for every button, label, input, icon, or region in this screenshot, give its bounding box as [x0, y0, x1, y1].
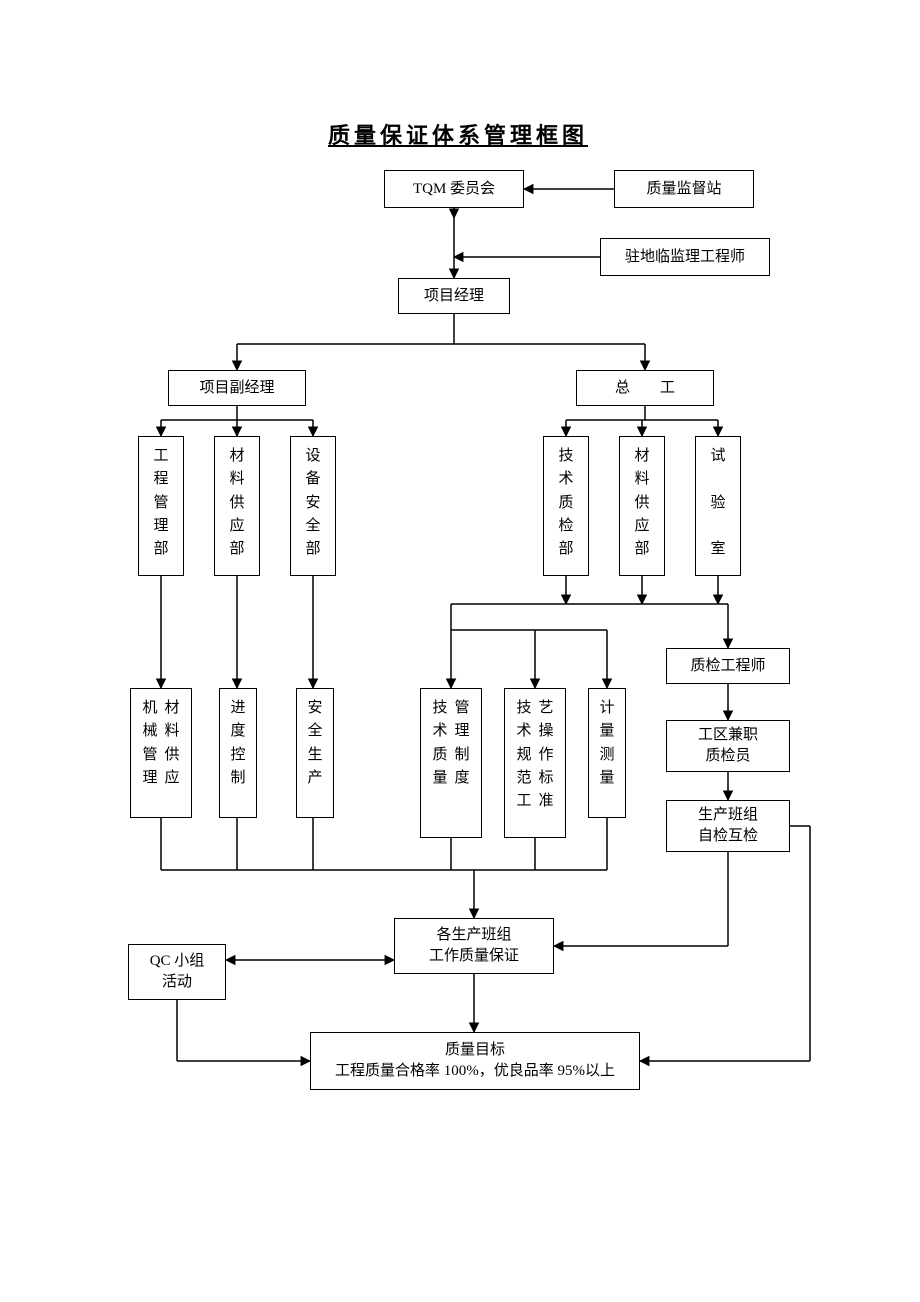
node-resident-engineer: 驻地临监理工程师: [600, 238, 770, 276]
node-dept-d3: 计量测量: [588, 688, 626, 818]
vertical-text-column: 机械管理: [141, 697, 159, 790]
node-team-self-check: 生产班组自检互检: [666, 800, 790, 852]
node-supervision-station: 质量监督站: [614, 170, 754, 208]
vertical-text-column: 设备安全部: [304, 445, 322, 561]
vertical-text-column: 材料供应部: [633, 445, 651, 561]
node-area-inspector: 工区兼职质检员: [666, 720, 790, 772]
vertical-text-column: 进度控制: [229, 697, 247, 790]
node-qc-engineer: 质检工程师: [666, 648, 790, 684]
vertical-text-column: 技术质量: [431, 697, 449, 790]
node-label: 工区兼职质检员: [673, 725, 783, 767]
diagram-canvas: 质量保证体系管理框图 TQM 委员会 质量监督站 驻地临监理工程师 项目经理 项…: [0, 0, 920, 1302]
node-qc-group: QC 小组活动: [128, 944, 226, 1000]
node-label: 项目经理: [405, 286, 503, 307]
node-quality-goal: 质量目标工程质量合格率 100%，优良品率 95%以上: [310, 1032, 640, 1090]
vertical-text-column: 管理制度: [453, 697, 471, 790]
node-dept-a3: 设备安全部: [290, 436, 336, 576]
vertical-text-column: 材料供应: [163, 697, 181, 790]
node-label: 各生产班组工作质量保证: [401, 925, 547, 967]
node-label: 质量目标工程质量合格率 100%，优良品率 95%以上: [317, 1040, 633, 1082]
node-dept-d2: 技术规范工艺操作标准: [504, 688, 566, 838]
node-label: 驻地临监理工程师: [607, 247, 763, 268]
node-dept-b1: 技术质检部: [543, 436, 589, 576]
node-label: 质量监督站: [621, 179, 747, 200]
node-label: 质检工程师: [673, 656, 783, 677]
node-label: 生产班组自检互检: [673, 805, 783, 847]
vertical-text-column: 技术质检部: [557, 445, 575, 561]
node-dept-b3: 试 验 室: [695, 436, 741, 576]
node-dept-c2: 进度控制: [219, 688, 257, 818]
vertical-text-column: 计量测量: [598, 697, 616, 790]
node-dept-a1: 工程管理部: [138, 436, 184, 576]
node-deputy-pm: 项目副经理: [168, 370, 306, 406]
diagram-title: 质量保证体系管理框图: [328, 118, 588, 150]
node-label: 总 工: [583, 378, 707, 399]
vertical-text-column: 试 验 室: [709, 445, 727, 561]
node-label: TQM 委员会: [391, 179, 517, 200]
vertical-text-column: 技术规范工: [515, 697, 533, 813]
node-dept-b2: 材料供应部: [619, 436, 665, 576]
node-project-manager: 项目经理: [398, 278, 510, 314]
node-label: QC 小组活动: [135, 951, 219, 993]
node-dept-c3: 安全生产: [296, 688, 334, 818]
node-production-teams: 各生产班组工作质量保证: [394, 918, 554, 974]
vertical-text-column: 艺操作标准: [537, 697, 555, 813]
node-tqm: TQM 委员会: [384, 170, 524, 208]
node-dept-c1: 机械管理材料供应: [130, 688, 192, 818]
vertical-text-column: 安全生产: [306, 697, 324, 790]
node-label: 项目副经理: [175, 378, 299, 399]
node-dept-d1: 技术质量管理制度: [420, 688, 482, 838]
node-dept-a2: 材料供应部: [214, 436, 260, 576]
vertical-text-column: 材料供应部: [228, 445, 246, 561]
vertical-text-column: 工程管理部: [152, 445, 170, 561]
node-chief-engineer: 总 工: [576, 370, 714, 406]
